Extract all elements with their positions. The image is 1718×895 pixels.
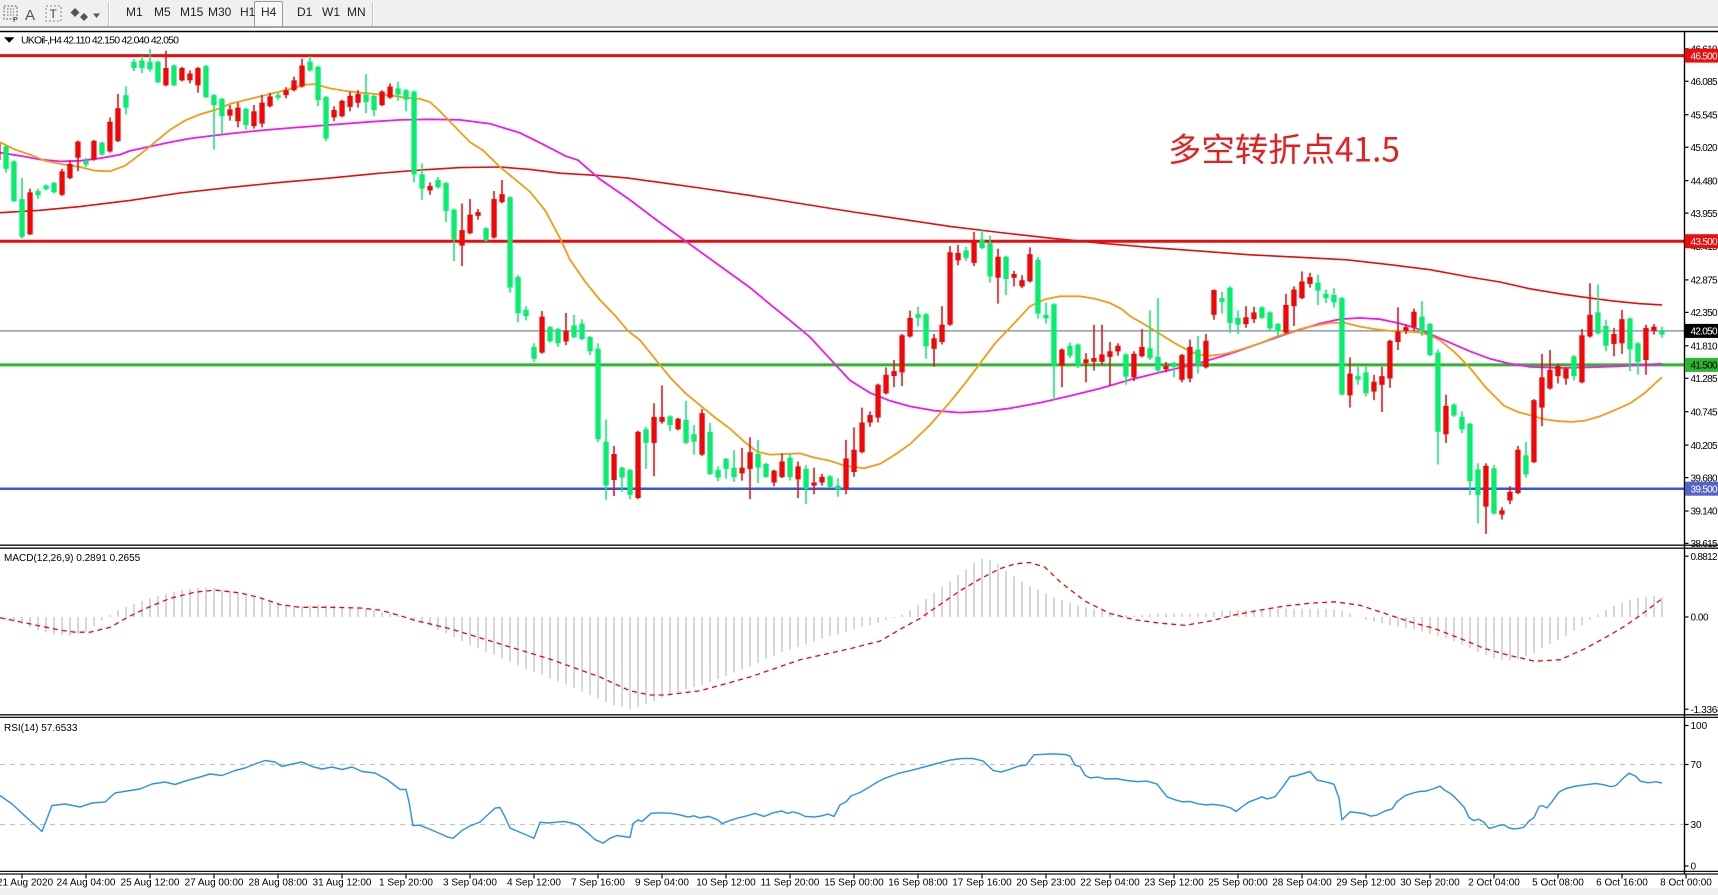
svg-text:27 Aug 00:00: 27 Aug 00:00 xyxy=(185,878,244,889)
svg-text:21 Aug 2020: 21 Aug 2020 xyxy=(0,878,54,889)
svg-text:44.480: 44.480 xyxy=(1691,176,1718,187)
svg-text:A: A xyxy=(25,7,35,24)
svg-text:1 Sep 20:00: 1 Sep 20:00 xyxy=(379,878,433,889)
svg-text:5 Oct 08:00: 5 Oct 08:00 xyxy=(1532,878,1584,889)
svg-text:UKOil-,H4 42.110 42.150 42.04: UKOil-,H4 42.110 42.150 42.040 42.050 xyxy=(21,35,179,47)
svg-text:40.745: 40.745 xyxy=(1691,407,1718,418)
svg-text:38.615: 38.615 xyxy=(1691,539,1718,550)
svg-text:0.8812: 0.8812 xyxy=(1691,552,1718,563)
svg-text:0.00: 0.00 xyxy=(1691,613,1709,624)
svg-text:40.205: 40.205 xyxy=(1691,441,1718,452)
svg-text:25 Aug 12:00: 25 Aug 12:00 xyxy=(121,878,180,889)
svg-text:23 Sep 12:00: 23 Sep 12:00 xyxy=(1144,878,1204,889)
svg-text:46.085: 46.085 xyxy=(1691,77,1718,88)
svg-text:17 Sep 16:00: 17 Sep 16:00 xyxy=(952,878,1012,889)
svg-text:29 Sep 12:00: 29 Sep 12:00 xyxy=(1336,878,1396,889)
svg-text:42.350: 42.350 xyxy=(1691,308,1718,319)
svg-text:30 Sep 20:00: 30 Sep 20:00 xyxy=(1400,878,1460,889)
svg-text:39.500: 39.500 xyxy=(1691,484,1718,495)
svg-text:42.875: 42.875 xyxy=(1691,276,1718,287)
svg-text:15 Sep 00:00: 15 Sep 00:00 xyxy=(824,878,884,889)
svg-text:43.955: 43.955 xyxy=(1691,209,1718,220)
svg-text:42.050: 42.050 xyxy=(1691,327,1718,338)
svg-text:31 Aug 12:00: 31 Aug 12:00 xyxy=(313,878,372,889)
svg-text:0: 0 xyxy=(1691,862,1697,873)
svg-text:46.500: 46.500 xyxy=(1691,51,1718,62)
svg-text:41.500: 41.500 xyxy=(1691,361,1718,372)
svg-text:8 Oct 00:00: 8 Oct 00:00 xyxy=(1660,878,1712,889)
svg-text:7 Sep 16:00: 7 Sep 16:00 xyxy=(571,878,625,889)
svg-text:2 Oct 04:00: 2 Oct 04:00 xyxy=(1468,878,1520,889)
svg-text:28 Aug 08:00: 28 Aug 08:00 xyxy=(249,878,308,889)
svg-text:MACD(12,26,9) 0.2891 0.2655: MACD(12,26,9) 0.2891 0.2655 xyxy=(4,553,141,564)
svg-text:16 Sep 08:00: 16 Sep 08:00 xyxy=(888,878,948,889)
svg-text:-1.3368: -1.3368 xyxy=(1691,705,1718,716)
svg-text:24 Aug 04:00: 24 Aug 04:00 xyxy=(57,878,116,889)
svg-text:25 Sep 00:00: 25 Sep 00:00 xyxy=(1208,878,1268,889)
svg-text:22 Sep 04:00: 22 Sep 04:00 xyxy=(1080,878,1140,889)
svg-text:43.500: 43.500 xyxy=(1691,237,1718,248)
svg-text:41.810: 41.810 xyxy=(1691,342,1718,353)
svg-text:11 Sep 20:00: 11 Sep 20:00 xyxy=(761,878,820,889)
svg-text:30: 30 xyxy=(1691,820,1703,831)
svg-text:6 Oct 16:00: 6 Oct 16:00 xyxy=(1596,878,1648,889)
svg-text:100: 100 xyxy=(1691,721,1708,732)
svg-text:28 Sep 04:00: 28 Sep 04:00 xyxy=(1272,878,1332,889)
svg-text:39.680: 39.680 xyxy=(1691,473,1718,484)
svg-text:20 Sep 23:00: 20 Sep 23:00 xyxy=(1016,878,1076,889)
svg-text:70: 70 xyxy=(1691,760,1703,771)
svg-text:10 Sep 12:00: 10 Sep 12:00 xyxy=(696,878,756,889)
svg-text:RSI(14) 57.6533: RSI(14) 57.6533 xyxy=(4,723,78,734)
svg-text:F: F xyxy=(13,17,17,24)
svg-text:39.140: 39.140 xyxy=(1691,507,1718,518)
svg-text:3 Sep 04:00: 3 Sep 04:00 xyxy=(443,878,497,889)
svg-text:45.020: 45.020 xyxy=(1691,143,1718,154)
svg-text:41.285: 41.285 xyxy=(1691,374,1718,385)
svg-text:9 Sep 04:00: 9 Sep 04:00 xyxy=(635,878,689,889)
svg-text:T: T xyxy=(50,7,58,21)
svg-text:45.545: 45.545 xyxy=(1691,110,1718,121)
svg-text:4 Sep 12:00: 4 Sep 12:00 xyxy=(507,878,561,889)
